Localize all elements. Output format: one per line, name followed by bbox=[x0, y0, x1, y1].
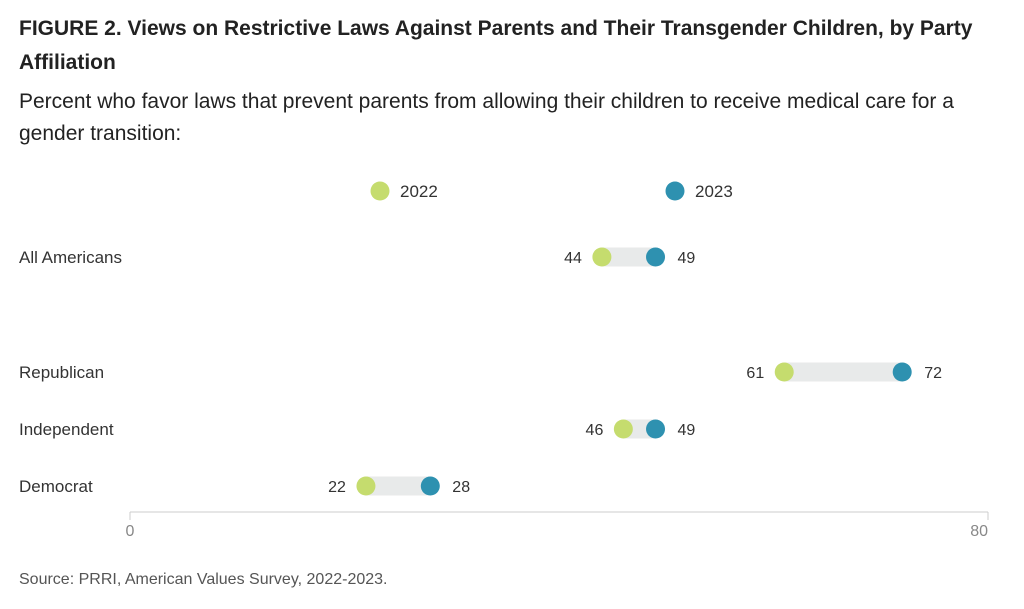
point-2022 bbox=[356, 476, 376, 496]
value-label-2022: 22 bbox=[328, 479, 346, 496]
point-2023 bbox=[646, 247, 666, 267]
point-2022 bbox=[592, 247, 612, 267]
point-2022 bbox=[613, 419, 633, 439]
legend-label-2023: 2023 bbox=[695, 182, 733, 201]
point-2022 bbox=[774, 362, 794, 382]
value-label-2023: 49 bbox=[678, 250, 696, 267]
chart-subtitle: Percent who favor laws that prevent pare… bbox=[19, 90, 954, 145]
row-label: Independent bbox=[19, 420, 114, 439]
x-tick-label: 0 bbox=[126, 523, 135, 540]
value-label-2022: 46 bbox=[586, 422, 604, 439]
point-2023 bbox=[892, 362, 912, 382]
value-label-2023: 72 bbox=[924, 365, 942, 382]
legend-marker-2023 bbox=[665, 181, 685, 201]
source-note: Source: PRRI, American Values Survey, 20… bbox=[19, 571, 388, 588]
point-2023 bbox=[420, 476, 440, 496]
row-label: Republican bbox=[19, 363, 104, 382]
legend-marker-2022 bbox=[370, 181, 390, 201]
dumbbell-chart: 2022 2023 0 80 All Americans 44 49 Republican 61… bbox=[19, 181, 989, 540]
row-label: Democrat bbox=[19, 477, 93, 496]
x-tick-label: 80 bbox=[970, 523, 988, 540]
value-label-2023: 28 bbox=[452, 479, 470, 496]
value-label-2022: 44 bbox=[564, 250, 582, 267]
value-label-2023: 49 bbox=[678, 422, 696, 439]
value-label-2022: 61 bbox=[746, 365, 764, 382]
row-label: All Americans bbox=[19, 248, 122, 267]
chart-title: FIGURE 2. Views on Restrictive Laws Agai… bbox=[19, 17, 973, 74]
point-2023 bbox=[646, 419, 666, 439]
legend-label-2022: 2022 bbox=[400, 182, 438, 201]
